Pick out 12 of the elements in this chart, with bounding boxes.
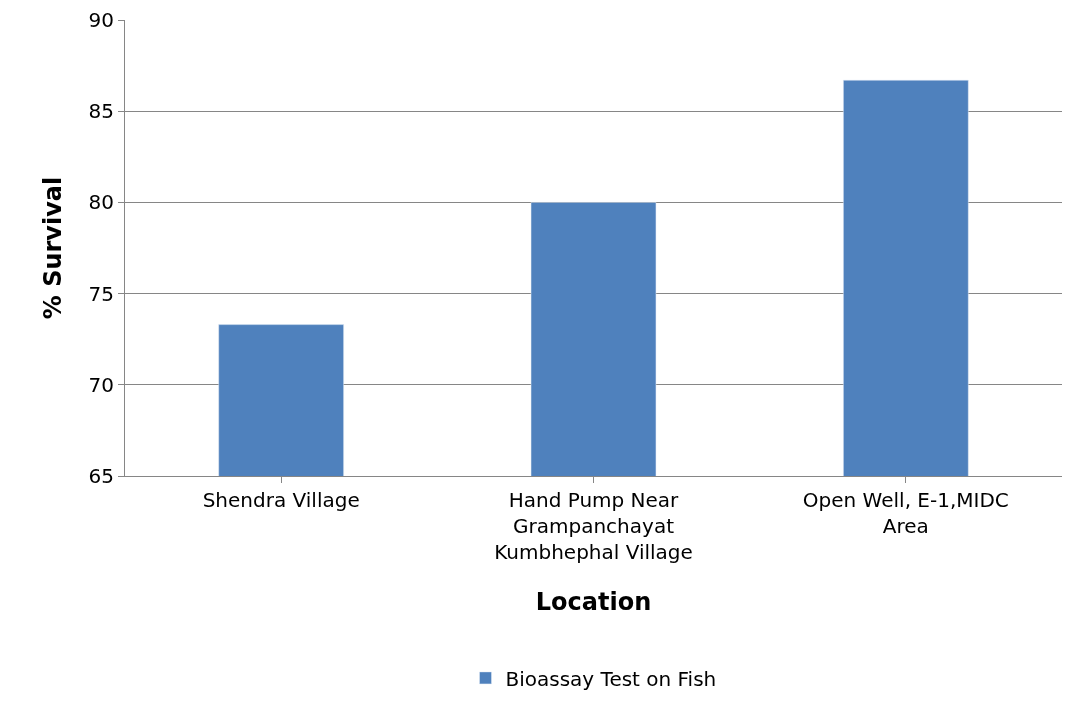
- x-tick-label: Hand Pump Near Grampanchayat Kumbhephal Village: [494, 488, 693, 564]
- y-tick-label: 85: [88, 99, 114, 124]
- y-tick-label: 75: [88, 281, 114, 306]
- y-tick-label: 80: [88, 190, 114, 215]
- x-tick-label: Open Well, E-1,MIDC Area: [802, 488, 1009, 538]
- x-axis-title: Location: [535, 588, 652, 617]
- legend-label: Bioassay Test on Fish: [505, 666, 717, 691]
- y-tick-label: 70: [88, 372, 114, 397]
- x-tick-label: Shendra Village: [202, 488, 360, 512]
- y-tick-label: 90: [88, 8, 114, 32]
- y-axis-title: % Survival: [38, 176, 67, 320]
- y-tick-label: 65: [88, 464, 114, 488]
